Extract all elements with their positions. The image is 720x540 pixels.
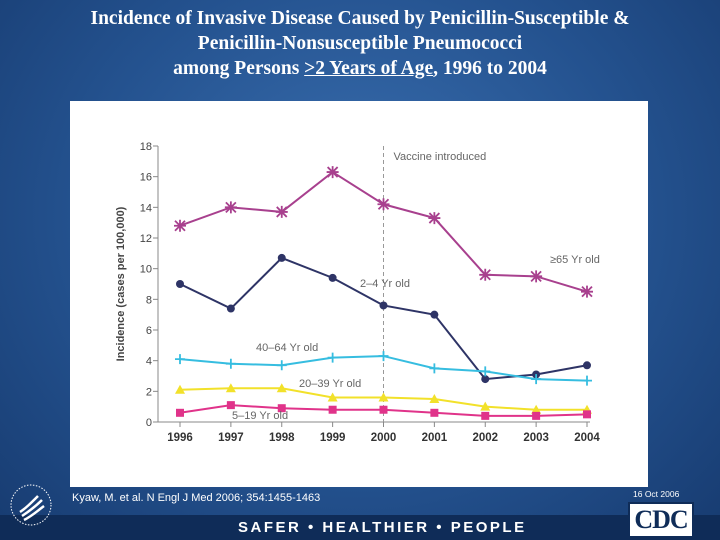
data-point-1: [379, 301, 388, 310]
y-tick-label: 0: [146, 417, 152, 429]
data-point-3: [480, 401, 491, 411]
data-point-4: [379, 405, 388, 414]
slide-title: Incidence of Invasive Disease Caused by …: [0, 6, 720, 81]
data-point-2: [276, 360, 287, 371]
data-point-3: [276, 383, 287, 393]
y-tick-label: 12: [140, 233, 152, 245]
data-point-0: [275, 205, 288, 218]
slogan: SAFER • HEALTHIER • PEOPLE: [238, 519, 527, 536]
x-tick-label: 1996: [167, 432, 193, 444]
data-point-1: [176, 280, 184, 288]
title-line-3-post: , 1996 to 2004: [433, 58, 547, 79]
y-axis-label: Incidence (cases per 100,000): [115, 206, 127, 361]
data-point-2: [429, 363, 440, 374]
data-point-3: [327, 392, 338, 402]
data-point-0: [479, 268, 492, 281]
x-tick-label: 2003: [523, 432, 549, 444]
footer-bar: [0, 515, 720, 540]
incidence-line-chart: 0 2 4 6 8 10 12 14 16 18 1996 1997 1998 1999 2000 2001 2…: [98, 121, 626, 465]
data-point-0: [377, 198, 390, 211]
series-label-2: 40–64 Yr old: [256, 342, 318, 354]
title-line-3-pre: among Persons: [173, 58, 305, 79]
data-point-1: [430, 310, 439, 319]
hhs-eagle-icon: [10, 484, 52, 526]
x-tick-label: 1999: [320, 432, 346, 444]
title-line-3-underlined: >2 Years of Age: [304, 58, 434, 79]
data-point-4: [481, 411, 490, 420]
data-point-4: [277, 404, 286, 413]
y-tick-label: 14: [140, 202, 152, 214]
data-point-3: [429, 394, 440, 403]
data-point-4: [226, 401, 235, 410]
data-point-1: [583, 361, 591, 370]
data-point-4: [532, 411, 541, 420]
data-point-3: [531, 404, 542, 414]
data-point-1: [277, 253, 286, 262]
y-tick-label: 10: [140, 264, 152, 276]
data-point-0: [530, 270, 543, 283]
data-point-1: [226, 304, 235, 313]
data-point-1: [328, 273, 337, 282]
y-tick-label: 16: [140, 172, 152, 184]
title-line-1: Incidence of Invasive Disease Caused by …: [90, 8, 630, 29]
data-point-4: [176, 408, 184, 417]
data-point-0: [326, 166, 339, 179]
data-point-2: [175, 354, 185, 365]
series-label-4: 5–19 Yr old: [232, 410, 288, 422]
x-tick-label: 1997: [218, 432, 244, 444]
y-tick-label: 18: [140, 141, 152, 153]
data-point-1: [481, 375, 490, 384]
data-point-3: [175, 384, 185, 394]
data-point-0: [224, 201, 237, 214]
x-tick-label: 1998: [269, 432, 295, 444]
data-point-3: [378, 392, 389, 402]
data-point-4: [328, 405, 337, 414]
cdc-logo: CDC: [628, 502, 694, 538]
y-tick-label: 8: [146, 294, 152, 306]
series-label-3: 20–39 Yr old: [299, 378, 361, 390]
y-tick-label: 4: [146, 356, 152, 368]
x-tick-label: 2000: [371, 432, 397, 444]
x-tick-label: 2001: [422, 432, 448, 444]
x-tick-label: 2004: [574, 432, 600, 444]
data-point-0: [428, 212, 441, 225]
data-point-0: [174, 219, 186, 232]
citation: Kyaw, M. et al. N Engl J Med 2006; 354:1…: [72, 492, 321, 504]
data-point-3: [225, 383, 236, 393]
y-tick-label: 2: [146, 386, 152, 398]
date-stamp: 16 Oct 2006: [633, 489, 680, 499]
data-point-2: [582, 375, 592, 386]
data-point-2: [480, 366, 491, 377]
vaccine-introduced-label: Vaccine introduced: [394, 151, 487, 163]
series-label-0: ≥65 Yr old: [550, 254, 600, 266]
x-tick-label: 2002: [472, 432, 498, 444]
data-point-4: [430, 408, 439, 417]
data-point-2: [327, 352, 338, 363]
title-line-2: Penicillin-Nonsusceptible Pneumococci: [197, 33, 523, 54]
title-line-3: among Persons >2 Years of Age, 1996 to 2…: [0, 56, 720, 81]
data-point-2: [378, 351, 389, 362]
series-label-1: 2–4 Yr old: [360, 278, 410, 290]
data-point-0: [581, 285, 593, 298]
chart-panel: 0 2 4 6 8 10 12 14 16 18 1996 1997 1998 1999 2000 2001 2…: [70, 101, 648, 487]
data-point-2: [531, 374, 542, 385]
data-point-2: [225, 358, 236, 369]
data-point-4: [583, 410, 591, 419]
y-tick-label: 6: [146, 325, 152, 337]
